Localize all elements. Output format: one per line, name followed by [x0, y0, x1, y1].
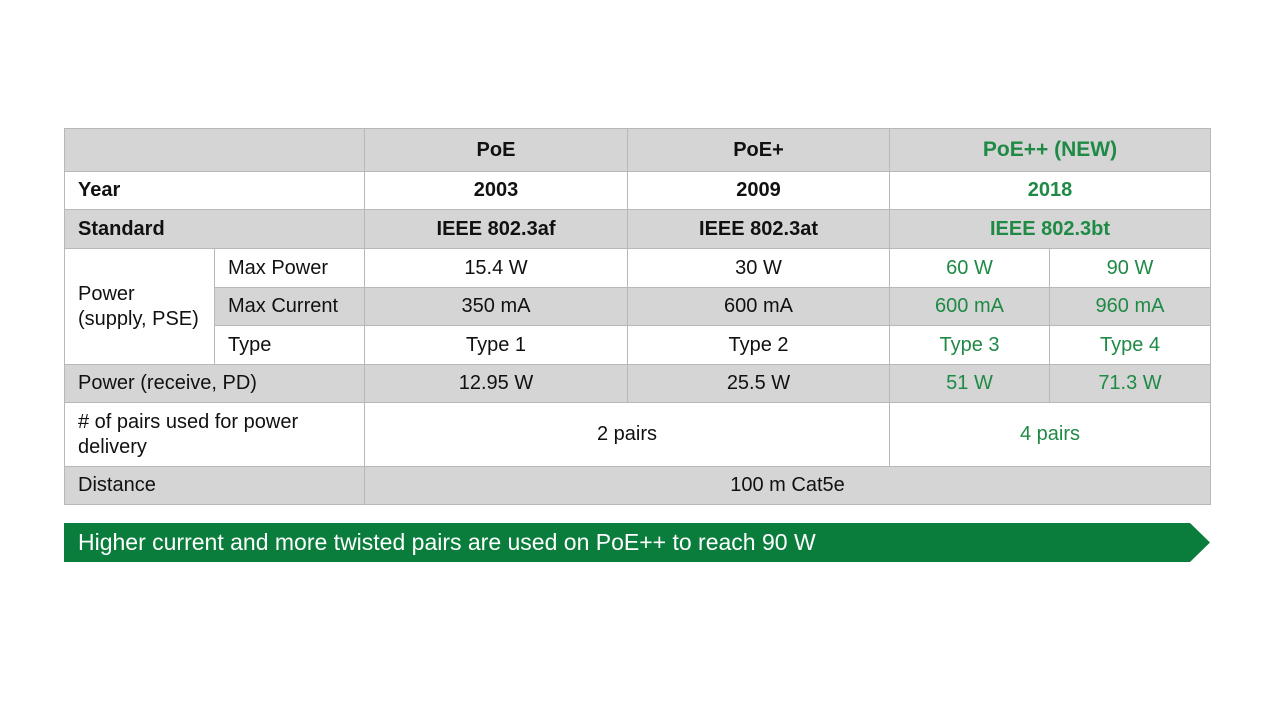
max-current-row: Max Current 350 mA 600 mA 600 mA 960 mA — [65, 287, 1211, 326]
header-poe-plus: PoE+ — [627, 128, 890, 172]
year-poe-plus: 2009 — [627, 171, 890, 210]
year-row: Year 2003 2009 2018 — [64, 171, 1211, 210]
year-poe-plus-plus: 2018 — [889, 171, 1211, 210]
max-power-poe: 15.4 W — [364, 248, 628, 288]
power-supply-label: Power (supply, PSE) — [64, 248, 215, 365]
poe-comparison-table: PoE PoE+ PoE++ (NEW) Year 2003 2009 2018… — [64, 128, 1211, 505]
max-power-poe-plus: 30 W — [627, 248, 890, 288]
max-current-label: Max Current — [214, 287, 365, 326]
max-current-type4: 960 mA — [1049, 287, 1211, 326]
max-power-label: Max Power — [214, 248, 365, 288]
type-row: Type Type 1 Type 2 Type 3 Type 4 — [65, 325, 1211, 365]
pairs-poe-plus-plus: 4 pairs — [889, 402, 1211, 467]
year-label: Year — [64, 171, 365, 210]
max-current-type3: 600 mA — [889, 287, 1050, 326]
max-current-poe: 350 mA — [364, 287, 628, 326]
summary-banner-arrow: Higher current and more twisted pairs ar… — [64, 523, 1210, 562]
max-power-type4: 90 W — [1049, 248, 1211, 288]
max-current-poe-plus: 600 mA — [627, 287, 890, 326]
header-row: PoE PoE+ PoE++ (NEW) — [64, 128, 1211, 172]
header-poe-plus-plus: PoE++ (NEW) — [889, 128, 1211, 172]
pairs-label: # of pairs used for power delivery — [64, 402, 365, 467]
power-receive-poe: 12.95 W — [364, 364, 628, 403]
standard-poe-plus-plus: IEEE 802.3bt — [889, 209, 1211, 249]
power-receive-type3: 51 W — [889, 364, 1050, 403]
power-receive-label: Power (receive, PD) — [64, 364, 365, 403]
power-receive-poe-plus: 25.5 W — [627, 364, 890, 403]
distance-value: 100 m Cat5e — [364, 466, 1211, 505]
power-receive-row: Power (receive, PD) 12.95 W 25.5 W 51 W … — [64, 364, 1211, 403]
type-3: Type 3 — [889, 325, 1050, 365]
power-receive-type4: 71.3 W — [1049, 364, 1211, 403]
standard-poe: IEEE 802.3af — [364, 209, 628, 249]
type-poe-plus: Type 2 — [627, 325, 890, 365]
distance-label: Distance — [64, 466, 365, 505]
max-power-row: Power (supply, PSE) Max Power 15.4 W 30 … — [64, 248, 1211, 365]
type-poe: Type 1 — [364, 325, 628, 365]
distance-row: Distance 100 m Cat5e — [64, 466, 1211, 505]
pairs-row: # of pairs used for power delivery 2 pai… — [64, 402, 1211, 467]
pairs-poe-poe-plus: 2 pairs — [364, 402, 890, 467]
standard-row: Standard IEEE 802.3af IEEE 802.3at IEEE … — [64, 209, 1211, 249]
header-empty-cell — [64, 128, 365, 172]
standard-label: Standard — [64, 209, 365, 249]
year-poe: 2003 — [364, 171, 628, 210]
type-label: Type — [214, 325, 365, 365]
standard-poe-plus: IEEE 802.3at — [627, 209, 890, 249]
type-4: Type 4 — [1049, 325, 1211, 365]
max-power-type3: 60 W — [889, 248, 1050, 288]
header-poe: PoE — [364, 128, 628, 172]
